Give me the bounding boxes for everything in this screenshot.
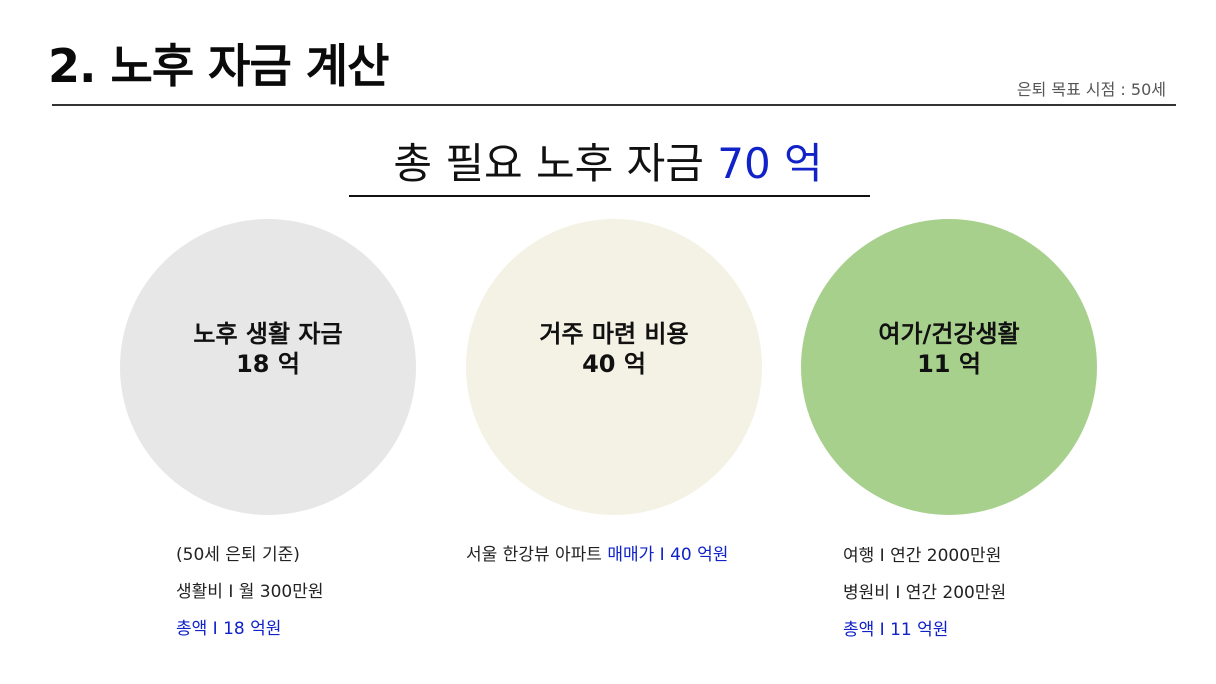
living-basis: (50세 은퇴 기준): [176, 545, 300, 565]
total-funds-amount: 70 억: [717, 139, 823, 188]
leisure-health-title: 여가/건강생활: [878, 320, 1020, 348]
travel-cost: 여행 I 연간 2000만원: [843, 546, 1002, 566]
header-divider: [52, 104, 1176, 106]
living-monthly-cost: 생활비 I 월 300만원: [176, 582, 324, 602]
leisure-health-amount: 11 억: [917, 350, 981, 378]
housing-cost-amount: 40 억: [582, 350, 646, 378]
living-funds-details: (50세 은퇴 기준) 생활비 I 월 300만원 총액 I 18 억원: [176, 540, 324, 651]
housing-description: 서울 한강뷰 아파트: [466, 545, 602, 565]
hospital-cost: 병원비 I 연간 200만원: [843, 583, 1007, 603]
living-funds-amount: 18 억: [236, 350, 300, 378]
leisure-health-circle: 여가/건강생활 11 억: [801, 219, 1097, 515]
leisure-health-details: 여행 I 연간 2000만원 병원비 I 연간 200만원 총액 I 11 억원: [843, 541, 1006, 652]
page-title: 2. 노후 자금 계산: [48, 39, 389, 93]
housing-cost-circle: 거주 마련 비용 40 억: [466, 219, 762, 515]
total-funds-label: 총 필요 노후 자금: [393, 139, 704, 188]
housing-price: 매매가 I 40 억원: [607, 545, 729, 565]
living-total: 총액 I 18 억원: [176, 619, 282, 639]
leisure-total: 총액 I 11 억원: [843, 620, 949, 640]
living-funds-circle: 노후 생활 자금 18 억: [120, 219, 416, 515]
retirement-target-note: 은퇴 목표 시점 : 50세: [1016, 80, 1166, 99]
total-funds-headline: 총 필요 노후 자금 70 억: [0, 130, 1216, 191]
housing-cost-details: 서울 한강뷰 아파트 매매가 I 40 억원: [466, 540, 728, 577]
headline-underline: [349, 195, 870, 197]
living-funds-title: 노후 생활 자금: [193, 320, 343, 348]
housing-cost-title: 거주 마련 비용: [539, 320, 689, 348]
